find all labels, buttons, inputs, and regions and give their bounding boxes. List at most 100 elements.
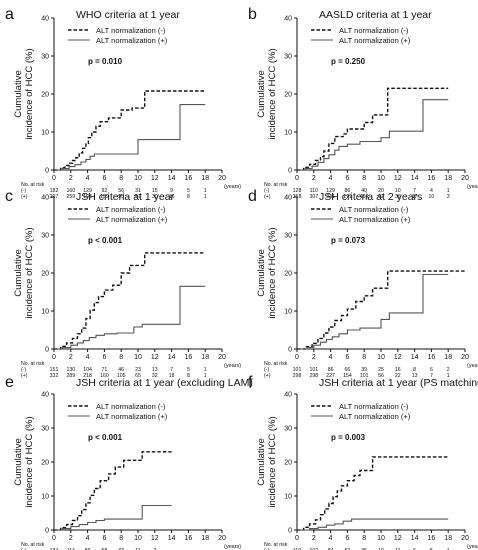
x-tick-label: 18 [201,354,209,361]
panel-title: JSH criteria at 1 year (excluding LAM) [76,377,253,389]
risk-count-plus: 3 [447,194,450,200]
risk-count-minus: 84 [328,548,334,550]
y-tick-label: 20 [41,460,49,467]
risk-count-minus: 86 [328,367,334,373]
risk-count-minus: 10 [395,188,401,194]
risk-count-plus: 56 [378,373,384,379]
risk-count-minus: 182 [50,188,59,194]
risk-table-header: No. at risk [264,182,288,188]
risk-row-label-minus: (-) [21,367,26,373]
x-tick-label: 2 [69,535,73,542]
x-tick-label: 16 [185,354,193,361]
y-tick-label: 40 [284,392,292,399]
y-axis-label: Cumulativeincidence of HCC (%) [13,227,35,318]
risk-count-minus: 20 [378,188,384,194]
panel-letter: e [5,374,14,391]
x-tick-label: 14 [168,354,176,361]
risk-count-minus: 56 [118,188,124,194]
x-tick-label: 14 [168,535,176,542]
x-axis-units: (years) [467,363,478,369]
risk-count-minus: 6 [430,367,433,373]
x-tick-label: 0 [52,535,56,542]
y-tick-label: 10 [41,309,49,316]
risk-count-plus: 159 [100,194,109,200]
risk-count-minus: 129 [83,188,92,194]
x-tick-label: 12 [151,535,159,542]
x-tick-label: 14 [168,175,176,182]
x-tick-label: 6 [345,354,349,361]
risk-count-minus: 129 [326,188,335,194]
x-tick-label: 0 [295,535,299,542]
x-tick-label: 10 [134,175,142,182]
legend-label: ALT normalization (-) [96,26,166,35]
risk-count-plus: 171 [343,194,352,200]
x-tick-label: 8 [362,354,366,361]
risk-count-plus: 16 [169,194,175,200]
y-tick-label: 10 [284,130,292,137]
p-value: p < 0.001 [88,433,123,442]
series-line-alt-normalization-minus [54,451,172,531]
series-line-alt-normalization-minus [297,456,449,531]
y-tick-label: 30 [41,54,49,61]
panel-d: d JSH criteria at 2 years Cumulativeincide… [248,188,478,379]
y-tick-label: 10 [284,494,292,501]
risk-count-plus: 62 [378,194,384,200]
risk-count-minus: 101 [293,367,302,373]
risk-count-plus: 57 [135,194,141,200]
x-tick-label: 2 [69,175,73,182]
risk-table-header: No. at risk [264,542,288,548]
x-tick-label: 10 [377,354,385,361]
risk-count-minus: 1 [204,188,207,194]
risk-count-plus: 8 [187,373,190,379]
x-tick-label: 12 [394,535,402,542]
risk-count-minus: 86 [345,188,351,194]
panel-title: JSH criteria at 1 year [76,191,175,203]
panel-title: WHO criteria at 1 year [76,9,180,21]
risk-count-minus: 1 [447,188,450,194]
y-tick-label: 0 [45,347,49,354]
legend-label: ALT normalization (+) [339,36,411,45]
y-tick-label: 40 [284,195,292,202]
risk-count-minus: 7 [413,188,416,194]
x-tick-label: 16 [428,175,436,182]
risk-count-minus: 128 [293,188,302,194]
x-tick-label: 4 [329,175,333,182]
risk-count-minus: 5 [430,548,433,550]
risk-count-minus: 8 [413,367,416,373]
x-tick-label: 10 [134,535,142,542]
series-line-alt-normalization-minus [297,87,449,171]
risk-count-plus: 22 [395,373,401,379]
x-tick-label: 0 [52,354,56,361]
risk-count-minus: 33 [118,548,124,550]
risk-count-plus: 298 [293,373,302,379]
panel-title: JSH criteria at 1 year (PS matching) [319,377,478,389]
y-tick-label: 10 [284,309,292,316]
x-tick-label: 20 [218,354,226,361]
risk-count-minus: 25 [378,367,384,373]
risk-count-plus: 101 [360,373,369,379]
y-tick-label: 0 [288,347,292,354]
risk-count-plus: 160 [100,373,109,379]
risk-row-label-minus: (-) [264,367,269,373]
risk-count-minus: 40 [361,188,367,194]
x-axis-units: (years) [224,363,241,369]
risk-count-plus: 65 [135,373,141,379]
risk-count-minus: 110 [310,188,318,194]
risk-count-plus: 227 [326,373,335,379]
y-tick-label: 0 [45,168,49,175]
x-tick-label: 16 [185,535,193,542]
risk-count-plus: 218 [83,373,92,379]
panel-e: e JSH criteria at 1 year (excluding LAM) C… [5,374,253,550]
x-tick-label: 20 [218,175,226,182]
p-value: p < 0.001 [88,236,123,245]
y-tick-label: 20 [284,271,292,278]
y-tick-label: 30 [284,54,292,61]
risk-count-minus: 5 [187,367,190,373]
y-tick-label: 40 [41,195,49,202]
risk-count-plus: 1 [447,373,450,379]
y-tick-label: 40 [41,16,49,23]
risk-count-minus: 15 [152,188,158,194]
x-tick-label: 4 [86,535,90,542]
risk-table-header: No. at risk [21,361,45,367]
risk-count-plus: 298 [309,373,318,379]
